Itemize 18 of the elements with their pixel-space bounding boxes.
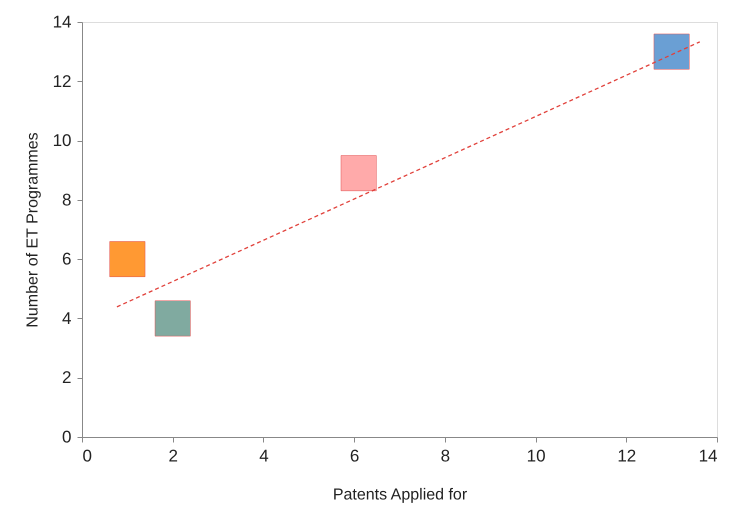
x-tick-label: 2 (168, 446, 178, 466)
y-tick-label: 10 (52, 131, 72, 150)
y-tick-label: 4 (62, 308, 72, 328)
x-tick-label: 10 (526, 446, 546, 466)
x-tick-label: 8 (440, 446, 450, 466)
x-tick-label: 4 (259, 446, 269, 466)
x-tick-label: 14 (698, 446, 718, 466)
x-axis-title: Patents Applied for (332, 486, 468, 504)
y-axis-title: Number of ET Programmes (24, 132, 42, 328)
y-tick-label: 2 (62, 368, 72, 388)
y-tick-label: 8 (62, 190, 72, 210)
x-tick-label: 6 (350, 446, 360, 466)
y-tick-label: 14 (52, 12, 72, 32)
y-tick-label: 12 (52, 72, 72, 91)
y-tick-label: 6 (62, 250, 72, 269)
x-tick-label: 12 (617, 446, 636, 466)
y-tick-label: 0 (62, 428, 72, 446)
x-tick-label: 0 (82, 446, 92, 466)
